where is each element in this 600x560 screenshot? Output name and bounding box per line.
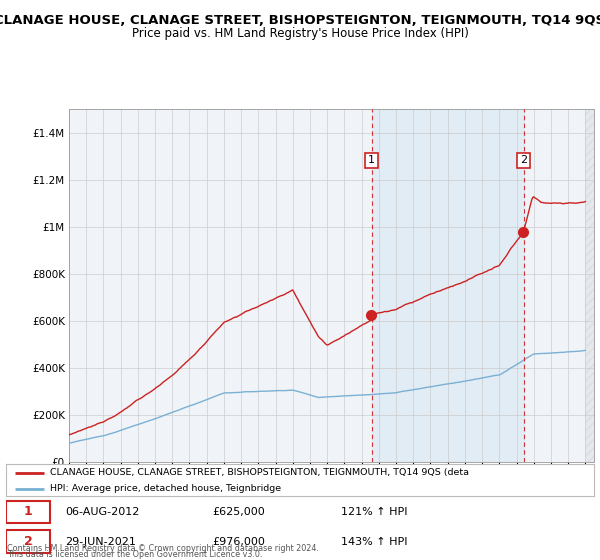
- Text: 29-JUN-2021: 29-JUN-2021: [65, 536, 136, 547]
- Bar: [586, 109, 594, 462]
- FancyBboxPatch shape: [6, 501, 50, 523]
- Text: £976,000: £976,000: [212, 536, 265, 547]
- Text: Price paid vs. HM Land Registry's House Price Index (HPI): Price paid vs. HM Land Registry's House …: [131, 27, 469, 40]
- Text: 1: 1: [368, 155, 375, 165]
- Text: 06-AUG-2012: 06-AUG-2012: [65, 507, 139, 517]
- Text: HPI: Average price, detached house, Teignbridge: HPI: Average price, detached house, Teig…: [50, 484, 281, 493]
- Text: CLANAGE HOUSE, CLANAGE STREET, BISHOPSTEIGNTON, TEIGNMOUTH, TQ14 9QS (deta: CLANAGE HOUSE, CLANAGE STREET, BISHOPSTE…: [50, 468, 469, 477]
- Text: Contains HM Land Registry data © Crown copyright and database right 2024.: Contains HM Land Registry data © Crown c…: [7, 544, 319, 553]
- Text: CLANAGE HOUSE, CLANAGE STREET, BISHOPSTEIGNTON, TEIGNMOUTH, TQ14 9QS: CLANAGE HOUSE, CLANAGE STREET, BISHOPSTE…: [0, 14, 600, 27]
- Text: 121% ↑ HPI: 121% ↑ HPI: [341, 507, 407, 517]
- Text: 2: 2: [23, 535, 32, 548]
- Text: 2: 2: [520, 155, 527, 165]
- Text: £625,000: £625,000: [212, 507, 265, 517]
- Text: This data is licensed under the Open Government Licence v3.0.: This data is licensed under the Open Gov…: [7, 550, 263, 559]
- Text: 1: 1: [23, 505, 32, 519]
- Bar: [371, 109, 524, 462]
- Text: 143% ↑ HPI: 143% ↑ HPI: [341, 536, 407, 547]
- FancyBboxPatch shape: [6, 530, 50, 553]
